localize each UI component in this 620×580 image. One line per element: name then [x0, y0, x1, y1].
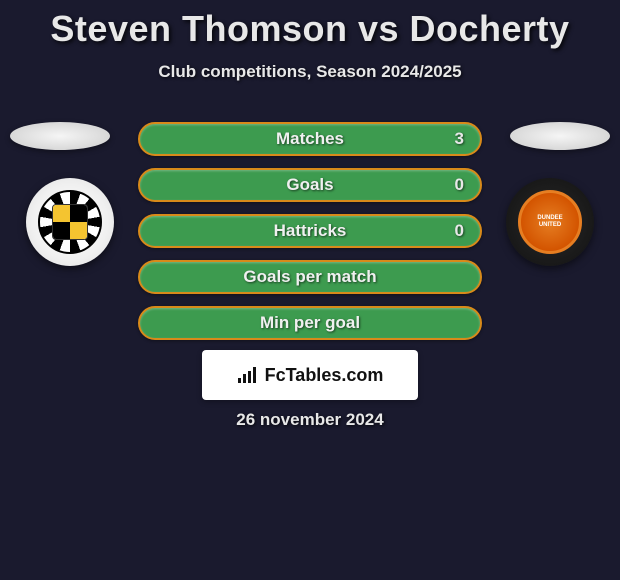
stats-container: Matches 3 Goals 0 Hattricks 0 Goals per … [138, 122, 482, 352]
stat-label: Goals per match [243, 267, 376, 287]
club-badge-left [26, 178, 114, 266]
stat-label: Hattricks [274, 221, 347, 241]
player-silhouette-right [510, 122, 610, 150]
stat-value-right: 0 [455, 221, 464, 241]
comparison-title: Steven Thomson vs Docherty [0, 0, 620, 50]
player-silhouette-left [10, 122, 110, 150]
stat-row-goals: Goals 0 [138, 168, 482, 202]
brand-label: FcTables.com [265, 365, 384, 386]
bar-chart-icon [237, 366, 259, 384]
stat-value-right: 0 [455, 175, 464, 195]
stat-row-min-per-goal: Min per goal [138, 306, 482, 340]
stat-label: Goals [286, 175, 333, 195]
brand-logo: FcTables.com [202, 350, 418, 400]
club-badge-right: DUNDEEUNITED [506, 178, 594, 266]
snapshot-date: 26 november 2024 [0, 410, 620, 430]
stat-value-right: 3 [455, 129, 464, 149]
stat-row-hattricks: Hattricks 0 [138, 214, 482, 248]
st-mirren-badge-icon [38, 190, 102, 254]
stat-row-matches: Matches 3 [138, 122, 482, 156]
stat-label: Matches [276, 129, 344, 149]
season-subtitle: Club competitions, Season 2024/2025 [0, 62, 620, 82]
stat-row-goals-per-match: Goals per match [138, 260, 482, 294]
stat-label: Min per goal [260, 313, 360, 333]
dundee-united-badge-icon: DUNDEEUNITED [518, 190, 582, 254]
